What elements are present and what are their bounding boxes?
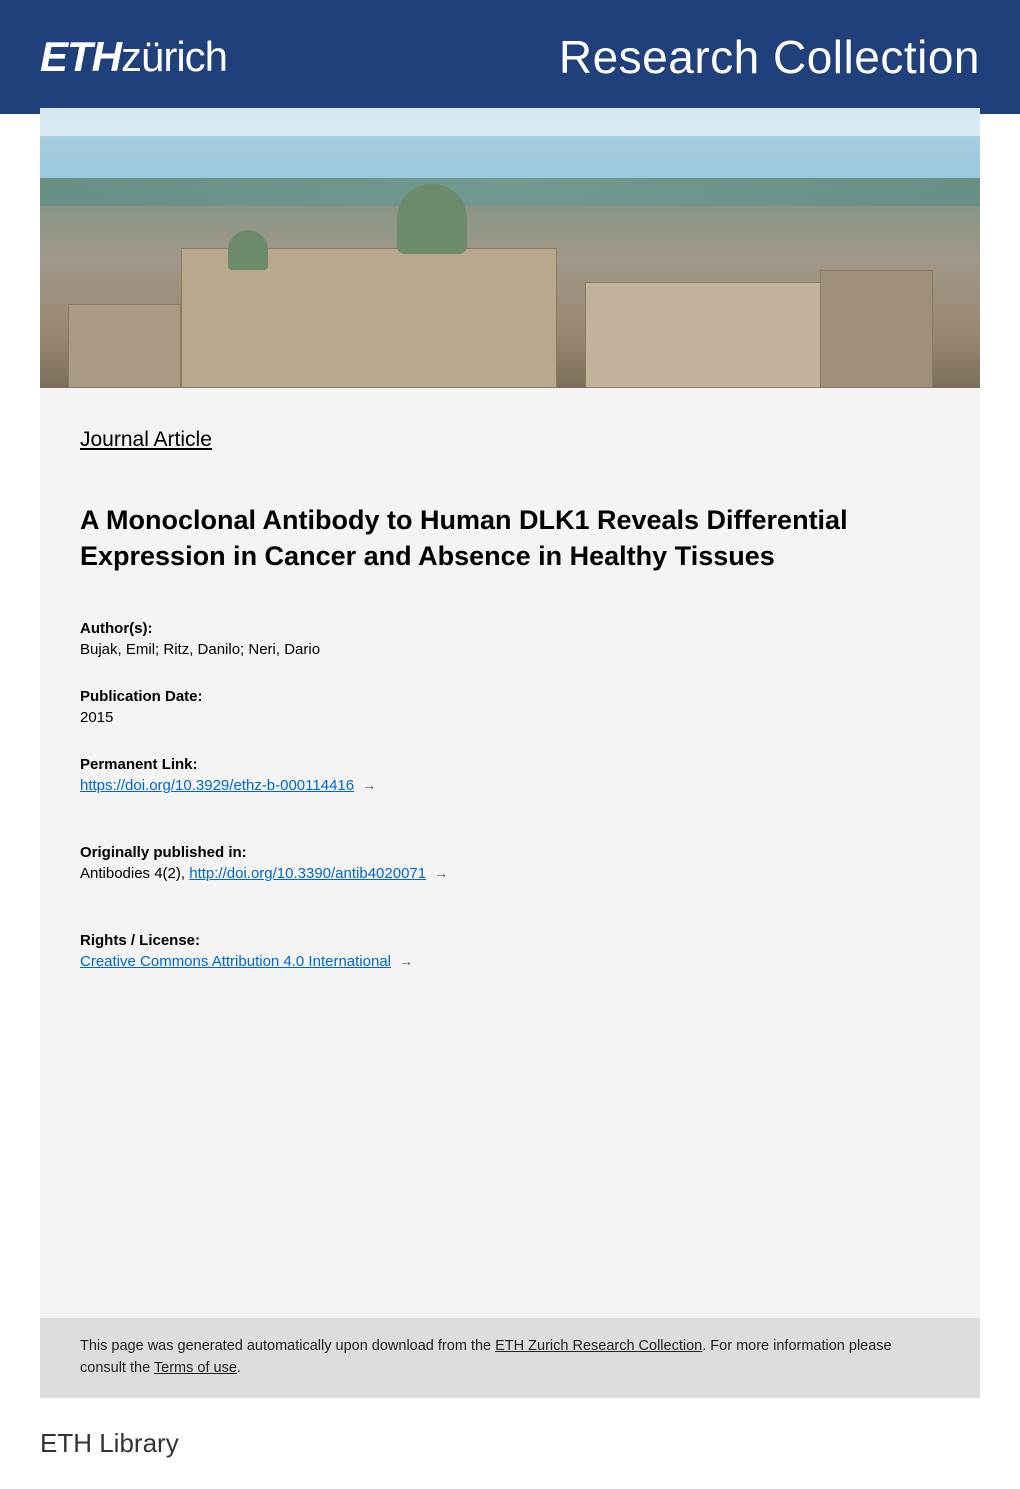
rights-value: Creative Commons Attribution 4.0 Interna… — [80, 953, 940, 970]
publishedin-value: Antibodies 4(2), http://doi.org/10.3390/… — [80, 865, 940, 882]
hero-dome-small — [228, 230, 268, 270]
page-root: ETHzürich Research Collection Journal Ar… — [0, 0, 1020, 1489]
content-panel: Journal Article A Monoclonal Antibody to… — [40, 388, 980, 1318]
footer-link-terms[interactable]: Terms of use — [154, 1360, 237, 1376]
publishedin-url[interactable]: http://doi.org/10.3390/antib4020071 — [189, 865, 426, 882]
article-title: A Monoclonal Antibody to Human DLK1 Reve… — [80, 502, 940, 575]
external-link-icon: → — [362, 777, 376, 793]
footer-text-before: This page was generated automatically up… — [80, 1338, 495, 1354]
hero-building-left — [68, 304, 181, 388]
permalink-value: https://doi.org/10.3929/ethz-b-000114416… — [80, 777, 940, 794]
pubdate-value: 2015 — [80, 709, 940, 726]
collection-title: Research Collection — [559, 30, 980, 84]
hero-trees — [40, 178, 980, 206]
external-link-icon: → — [399, 953, 413, 969]
pubdate-label: Publication Date: — [80, 688, 940, 705]
authors-section: Author(s): Bujak, Emil; Ritz, Danilo; Ne… — [80, 620, 940, 658]
logo-light: zürich — [121, 33, 227, 80]
permalink-section: Permanent Link: https://doi.org/10.3929/… — [80, 756, 940, 794]
footer-link-collection[interactable]: ETH Zurich Research Collection — [495, 1338, 702, 1354]
eth-logo: ETHzürich — [40, 33, 227, 81]
rights-url[interactable]: Creative Commons Attribution 4.0 Interna… — [80, 953, 391, 970]
footer-text-after: . — [237, 1360, 241, 1376]
permalink-label: Permanent Link: — [80, 756, 940, 773]
pubdate-section: Publication Date: 2015 — [80, 688, 940, 726]
rights-section: Rights / License: Creative Commons Attri… — [80, 932, 940, 970]
permalink-url[interactable]: https://doi.org/10.3929/ethz-b-000114416 — [80, 777, 354, 794]
hero-dome-main — [397, 184, 467, 254]
library-brand: ETH Library — [0, 1398, 1020, 1489]
authors-label: Author(s): — [80, 620, 940, 637]
hero-image — [40, 108, 980, 388]
external-link-icon: → — [434, 865, 448, 881]
article-type: Journal Article — [80, 428, 940, 452]
publishedin-prefix: Antibodies 4(2), — [80, 865, 189, 882]
logo-bold: ETH — [40, 33, 121, 80]
authors-value: Bujak, Emil; Ritz, Danilo; Neri, Dario — [80, 641, 940, 658]
rights-label: Rights / License: — [80, 932, 940, 949]
hero-building-far-right — [820, 270, 933, 388]
publishedin-section: Originally published in: Antibodies 4(2)… — [80, 844, 940, 882]
publishedin-label: Originally published in: — [80, 844, 940, 861]
footer-note: This page was generated automatically up… — [40, 1318, 980, 1398]
header-bar: ETHzürich Research Collection — [0, 0, 1020, 114]
